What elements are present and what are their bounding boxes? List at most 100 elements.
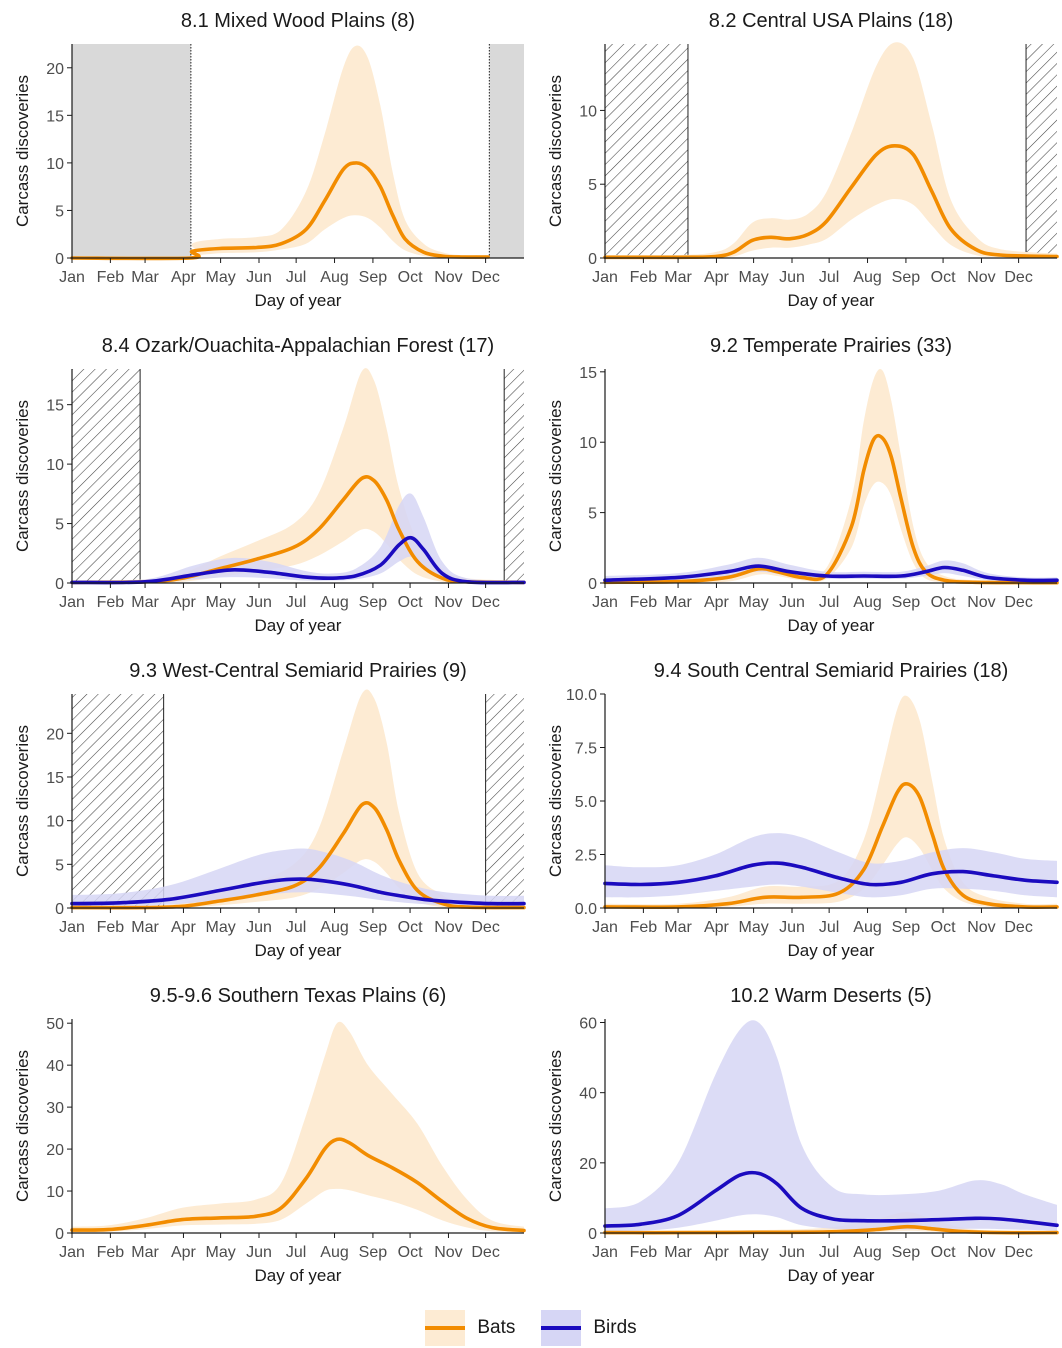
x-axis-title: Day of year [788, 1266, 875, 1285]
x-tick-label: Dec [1004, 269, 1032, 286]
y-tick-label: 5 [55, 517, 64, 534]
x-axis-title: Day of year [255, 1266, 342, 1285]
y-tick-label: 10 [46, 457, 64, 474]
series-line-birds [70, 535, 526, 585]
legend-label-birds: Birds [593, 1317, 637, 1338]
y-tick-label: 5 [55, 857, 64, 874]
x-tick-label: Sep [359, 269, 388, 286]
x-tick-label: Feb [97, 1244, 125, 1261]
series-line-birds [70, 877, 526, 906]
series-line-bats [603, 433, 1059, 585]
chart-panel-7: 9.5-9.6 Southern Texas Plains (6) 0 10 20 30… [13, 985, 526, 1285]
x-tick-label: May [738, 269, 768, 286]
y-tick-label: 0 [588, 1226, 597, 1243]
shaded-period-1 [72, 694, 164, 908]
x-tick-label: Dec [471, 269, 499, 286]
y-tick-label: 5 [588, 506, 597, 523]
x-tick-label: Nov [434, 269, 462, 286]
confidence-band-bats [605, 369, 1057, 584]
series-line-bats [70, 1137, 526, 1233]
x-tick-label: Feb [97, 594, 125, 611]
x-tick-label: Jun [779, 594, 805, 611]
x-tick-label: Sep [892, 919, 921, 936]
x-tick-label: May [738, 919, 768, 936]
y-axis-title: Carcass discoveries [13, 400, 32, 552]
x-tick-label: Apr [704, 919, 730, 936]
x-tick-label: Mar [664, 269, 692, 286]
y-tick-label: 15 [579, 365, 597, 382]
x-tick-label: Apr [171, 1244, 197, 1261]
x-tick-label: May [205, 919, 235, 936]
x-tick-label: Sep [359, 594, 388, 611]
series-line-bats [603, 144, 1059, 260]
y-tick-label: 0 [55, 576, 64, 593]
series-line-bats [70, 161, 490, 261]
y-tick-label: 60 [579, 1016, 597, 1033]
x-tick-label: Feb [630, 269, 658, 286]
chart-panel-2: 8.2 Central USA Plains (18) 0 5 10 Jan Feb Mar… [546, 10, 1059, 310]
panel-title: 9.5-9.6 Southern Texas Plains (6) [150, 985, 446, 1007]
legend-item-bats: Bats [425, 1310, 515, 1346]
x-tick-label: Jun [246, 1244, 272, 1261]
confidence-band-bats [72, 45, 489, 260]
x-tick-label: Nov [967, 594, 995, 611]
x-tick-label: Mar [131, 269, 159, 286]
x-tick-label: May [738, 594, 768, 611]
x-tick-label: Mar [664, 594, 692, 611]
y-tick-label: 0 [55, 251, 64, 268]
shaded-period-1 [72, 44, 191, 258]
y-tick-label: 50 [46, 1016, 64, 1033]
y-tick-label: 0 [55, 901, 64, 918]
shaded-period-1 [605, 44, 688, 258]
x-tick-label: Feb [630, 919, 658, 936]
x-tick-label: Oct [931, 594, 956, 611]
x-tick-label: Mar [131, 594, 159, 611]
legend: Bats Birds [0, 1310, 1062, 1346]
panel-title: 8.4 Ozark/Ouachita-Appalachian Forest (1… [102, 335, 494, 357]
shaded-period-2 [485, 694, 524, 908]
y-tick-label: 10 [579, 103, 597, 120]
x-tick-label: Oct [931, 919, 956, 936]
legend-key-bats [425, 1310, 466, 1346]
x-tick-label: Jul [286, 1244, 306, 1261]
x-tick-label: Apr [704, 594, 730, 611]
y-tick-label: 5.0 [575, 794, 597, 811]
x-tick-label: Oct [931, 1244, 956, 1261]
y-tick-label: 30 [46, 1100, 64, 1117]
confidence-band-birds [605, 833, 1057, 898]
x-tick-label: Dec [1004, 1244, 1032, 1261]
y-tick-label: 0.0 [575, 901, 597, 918]
shaded-period-2 [1026, 44, 1057, 258]
x-tick-label: Mar [131, 919, 159, 936]
x-tick-label: Sep [359, 1244, 388, 1261]
x-tick-label: Aug [853, 919, 881, 936]
x-tick-label: Sep [359, 919, 388, 936]
x-tick-label: Aug [320, 594, 348, 611]
x-tick-label: Jul [286, 594, 306, 611]
x-tick-label: Aug [320, 1244, 348, 1261]
panel-title: 9.4 South Central Semiarid Prairies (18) [654, 660, 1009, 682]
x-tick-label: Feb [630, 1244, 658, 1261]
x-tick-label: Oct [398, 269, 423, 286]
x-tick-label: Nov [434, 594, 462, 611]
x-tick-label: Jul [819, 594, 839, 611]
chart-panel-8: 10.2 Warm Deserts (5) 0 20 40 60 Jan Feb Mar Apr… [546, 985, 1059, 1285]
y-axis-title: Carcass discoveries [546, 400, 565, 552]
x-tick-label: Jul [819, 919, 839, 936]
x-tick-label: Jan [59, 919, 85, 936]
confidence-band-birds [605, 557, 1057, 583]
y-tick-label: 10 [46, 1184, 64, 1201]
x-tick-label: Apr [171, 919, 197, 936]
chart-panel-4: 9.2 Temperate Prairies (33) 0 5 10 15 Jan Feb M… [546, 335, 1059, 635]
y-axis-title: Carcass discoveries [546, 725, 565, 877]
confidence-band-birds [72, 493, 524, 584]
x-tick-label: Feb [630, 594, 658, 611]
x-tick-label: Nov [967, 269, 995, 286]
x-axis-title: Day of year [788, 616, 875, 635]
x-tick-label: Dec [1004, 919, 1032, 936]
legend-line-birds [541, 1326, 582, 1330]
x-tick-label: Jul [286, 269, 306, 286]
y-tick-label: 40 [579, 1086, 597, 1103]
x-tick-label: Jun [246, 594, 272, 611]
x-tick-label: Jun [246, 919, 272, 936]
